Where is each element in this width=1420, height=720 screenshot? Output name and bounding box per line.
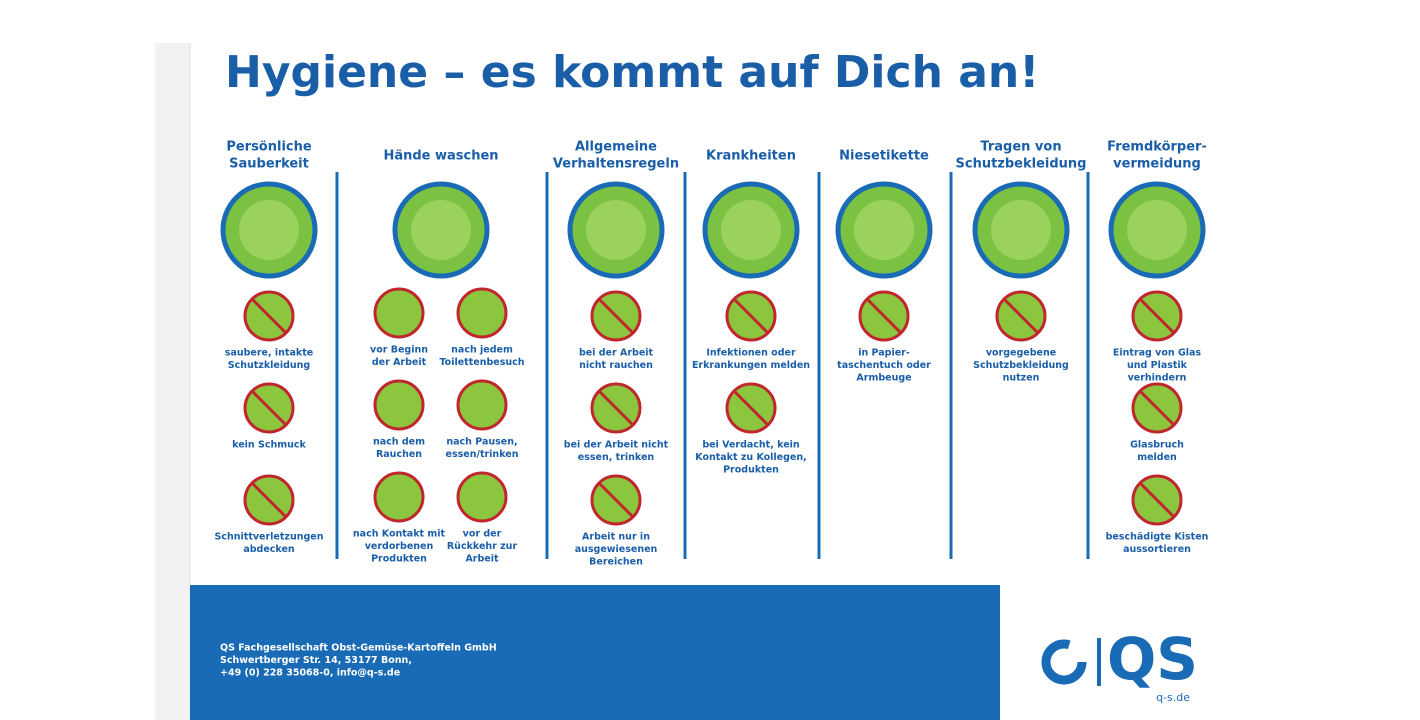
column-heading: vermeidung	[1113, 157, 1201, 172]
column-heading: Tragen von	[980, 140, 1061, 155]
item-label: saubere, intakte	[225, 348, 313, 359]
item-label: nach dem	[373, 437, 425, 448]
item-label: Schnittverletzungen	[215, 532, 324, 543]
main-icon-inner	[721, 200, 781, 260]
item-label: in Papier-	[858, 348, 910, 359]
item-icon	[373, 471, 425, 523]
item-icon-slash	[598, 390, 634, 426]
item-icon	[456, 471, 508, 523]
main-icon-inner	[411, 200, 471, 260]
item-label: Erkrankungen melden	[692, 360, 810, 371]
item-label: vor der	[463, 529, 502, 540]
item-label: taschentuch oder	[837, 360, 931, 371]
separator	[817, 172, 821, 559]
separator	[335, 172, 339, 559]
separator	[683, 172, 687, 559]
item-icon-slash	[1139, 482, 1175, 518]
column-heading: Verhaltensregeln	[553, 157, 679, 172]
separator	[1086, 172, 1090, 559]
item-label: melden	[1137, 452, 1177, 463]
logo-mark: QS	[1107, 625, 1198, 693]
column-heading: Sauberkeit	[229, 157, 309, 172]
item-icon	[456, 287, 508, 339]
item-label: essen, trinken	[578, 452, 655, 463]
item-icon	[456, 379, 508, 431]
item-icon-slash	[1139, 298, 1175, 334]
item-label: Toilettenbesuch	[439, 357, 524, 368]
title: Hygiene – es kommt auf Dich an!	[225, 47, 1039, 98]
item-label: Bereichen	[589, 557, 643, 568]
item-label: vorgegebene	[986, 348, 1056, 359]
item-label: nach Pausen,	[446, 437, 517, 448]
logo-url: q-s.de	[1156, 691, 1190, 704]
item-label: Produkten	[371, 554, 427, 565]
item-label: aussortieren	[1123, 544, 1191, 555]
item-label: Produkten	[723, 465, 779, 476]
item-icon-slash	[598, 298, 634, 334]
item-label: Kontakt zu Kollegen,	[695, 452, 807, 463]
item-label: verdorbenen	[365, 541, 434, 552]
item-label: Glasbruch	[1130, 440, 1184, 451]
item-label: Rauchen	[376, 449, 422, 460]
column-heading: Allgemeine	[575, 140, 657, 155]
item-label: kein Schmuck	[232, 440, 306, 451]
logo: QS q-s.de	[1041, 625, 1198, 704]
main-icon-inner	[239, 200, 299, 260]
logo-bar	[1097, 638, 1101, 686]
item-label: Eintrag von Glas	[1113, 348, 1202, 359]
item-icon-slash	[1003, 298, 1039, 334]
item-label: essen/trinken	[446, 449, 519, 460]
footer-line: QS Fachgesellschaft Obst-Gemüse-Kartoffe…	[220, 643, 497, 654]
item-label: nach Kontakt mit	[353, 529, 446, 540]
item-label: bei Verdacht, kein	[702, 440, 800, 451]
item-label: und Plastik	[1127, 360, 1188, 371]
item-label: bei der Arbeit	[579, 348, 654, 359]
item-icon-slash	[733, 298, 769, 334]
item-label: nicht rauchen	[579, 360, 653, 371]
item-icon-slash	[1139, 390, 1175, 426]
main-icon-inner	[854, 200, 914, 260]
item-label: nach jedem	[451, 345, 513, 356]
item-icon-slash	[251, 298, 287, 334]
item-icon-slash	[733, 390, 769, 426]
item-icon-slash	[866, 298, 902, 334]
separator	[949, 172, 953, 559]
item-icon-slash	[251, 482, 287, 518]
separator	[545, 172, 549, 559]
item-label: Armbeuge	[856, 373, 911, 384]
item-label: Arbeit	[465, 554, 499, 565]
main-icon-inner	[586, 200, 646, 260]
side-strip	[155, 43, 190, 720]
item-icon-slash	[251, 390, 287, 426]
item-label: vor Beginn	[370, 345, 428, 356]
item-icon	[373, 379, 425, 431]
item-icon	[373, 287, 425, 339]
item-label: Schutzkleidung	[228, 360, 310, 371]
column-heading: Niesetikette	[839, 149, 929, 164]
item-label: Schutzbekleidung	[973, 360, 1069, 371]
item-icon-slash	[598, 482, 634, 518]
item-label: Rückkehr zur	[447, 541, 518, 552]
footer-line: Schwertberger Str. 14, 53177 Bonn,	[220, 655, 412, 666]
item-label: verhindern	[1128, 373, 1187, 384]
item-label: abdecken	[243, 544, 295, 555]
main-icon-inner	[1127, 200, 1187, 260]
logo-arrow	[1041, 639, 1087, 685]
item-label: bei der Arbeit nicht	[564, 440, 669, 451]
item-label: nutzen	[1003, 373, 1040, 384]
item-label: beschädigte Kisten	[1106, 532, 1209, 543]
column-heading: Fremdkörper-	[1107, 140, 1207, 155]
column-heading: Persönliche	[226, 140, 312, 155]
item-label: der Arbeit	[372, 357, 427, 368]
item-label: ausgewiesenen	[575, 544, 658, 555]
footer-band	[190, 585, 1000, 720]
item-label: Infektionen oder	[706, 348, 796, 359]
column-heading: Krankheiten	[706, 149, 796, 164]
main-icon-inner	[991, 200, 1051, 260]
column-heading: Hände waschen	[383, 149, 498, 164]
footer-line: +49 (0) 228 35068-0, info@q-s.de	[220, 668, 400, 679]
column-heading: Schutzbekleidung	[956, 157, 1087, 172]
item-label: Arbeit nur in	[582, 532, 650, 543]
